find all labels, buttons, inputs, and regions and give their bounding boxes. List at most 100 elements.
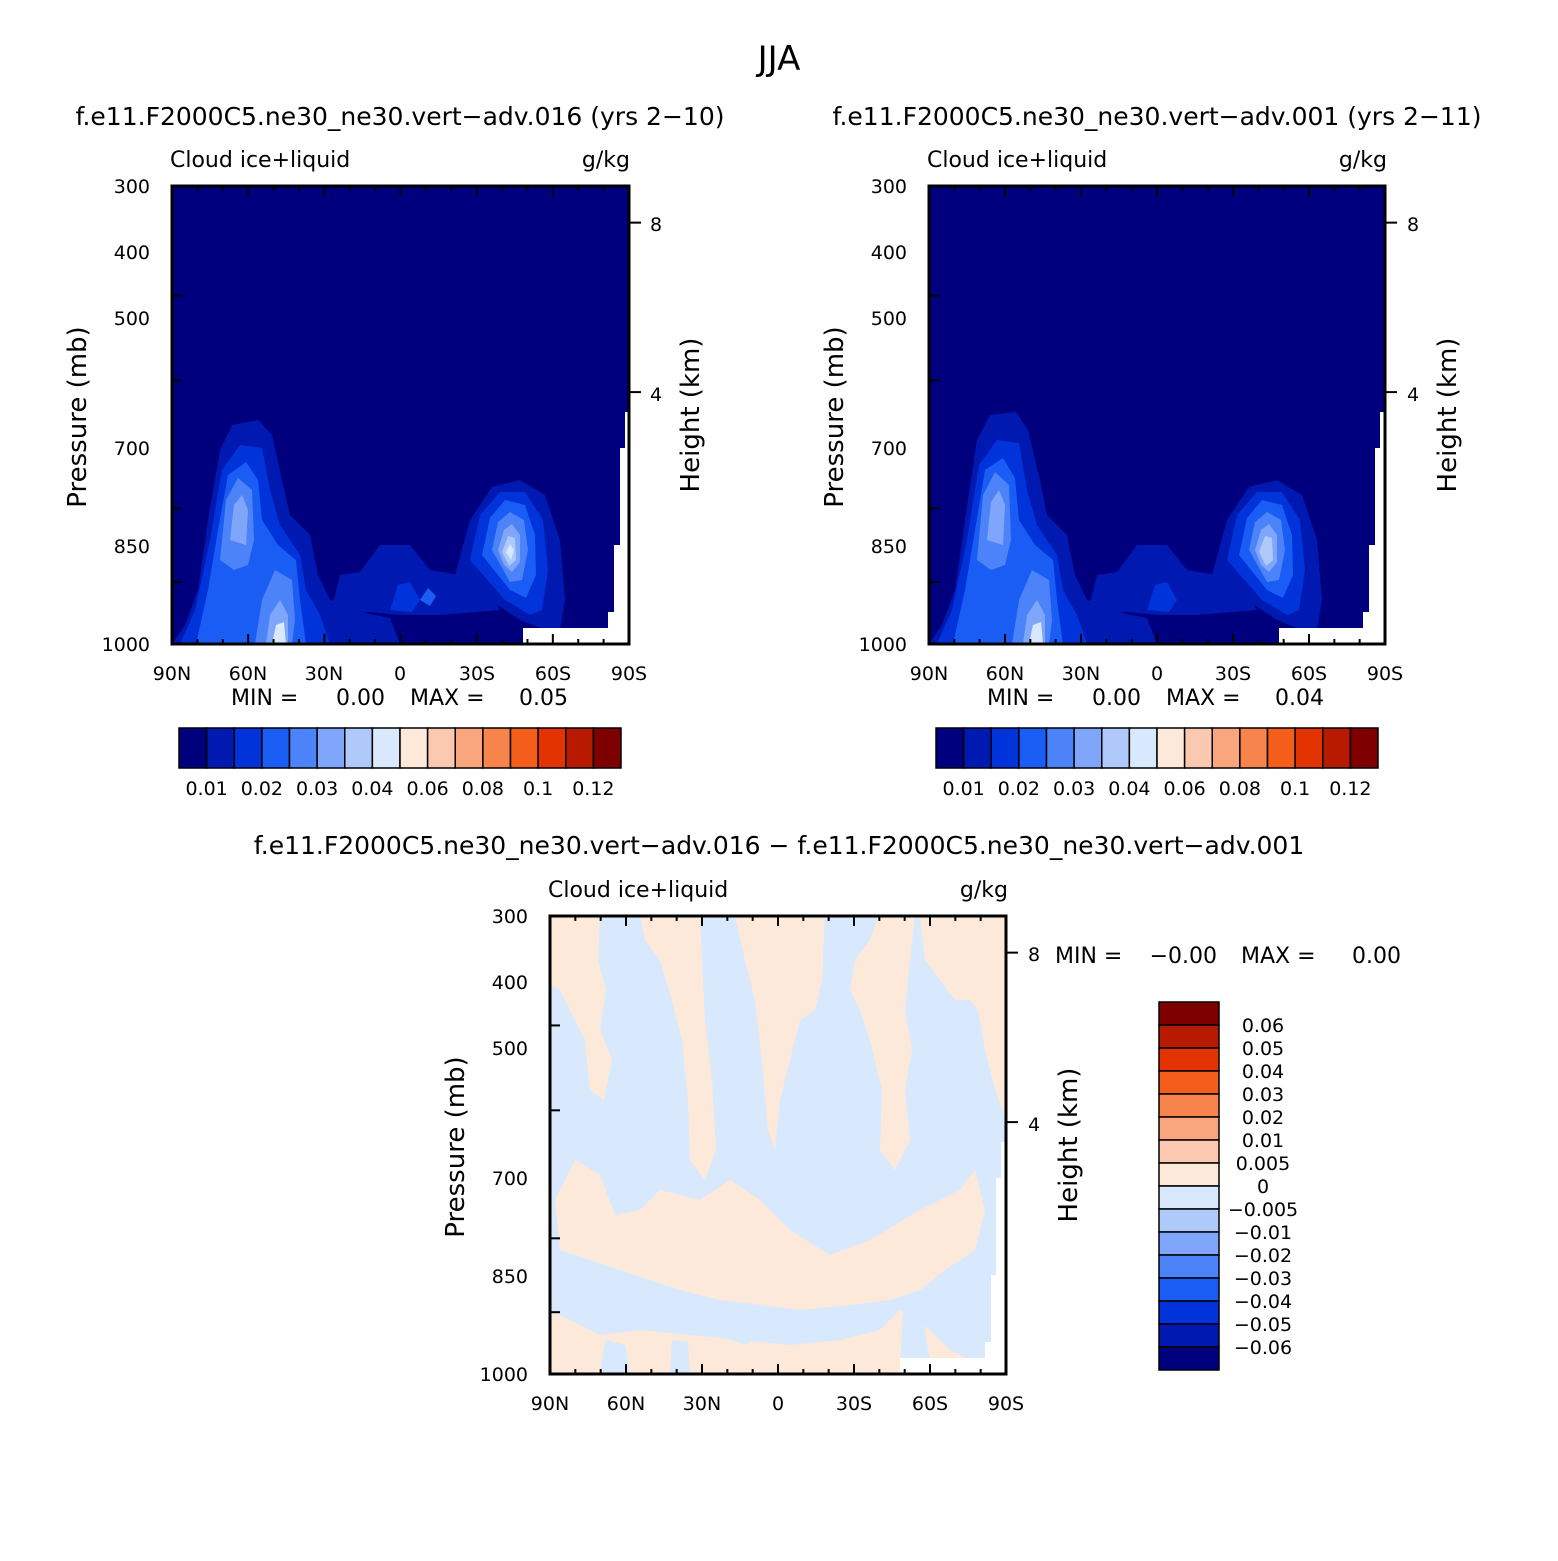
x-tick-label: 60S (1291, 663, 1327, 685)
colorbar-box (399, 727, 429, 769)
max-label: MAX = (1241, 944, 1316, 969)
colorbar-box (288, 727, 318, 769)
colorbar-box (565, 727, 595, 769)
colorbar-box (1322, 727, 1352, 769)
y-tick-label: 1000 (480, 1364, 528, 1386)
panel-c-x-axis: 90N 60N 30N 0 30S 60S 90S (531, 1393, 1024, 1415)
x-tick-label: 90S (1367, 663, 1403, 685)
colorbar-label: 0.03 (1053, 778, 1095, 800)
y-right-axis-label: Height (km) (1054, 1068, 1084, 1223)
colorbar-label: −0.02 (1234, 1245, 1292, 1267)
min-value: 0.00 (336, 686, 385, 711)
colorbar-label: 0.04 (1108, 778, 1150, 800)
axis-ticks (171, 185, 1397, 1375)
max-label: MAX = (1166, 686, 1241, 711)
panel-a: f.e11.F2000C5.ne30_ne30.vert−adv.016 (yr… (63, 102, 724, 800)
colorbar-box (371, 727, 401, 769)
colorbar-label: 0.04 (1242, 1061, 1284, 1083)
colorbar-box (1158, 1116, 1220, 1141)
colorbar-label: −0.06 (1234, 1337, 1292, 1359)
y-tick-label: 300 (871, 176, 907, 198)
colorbar-label: 0.01 (185, 778, 227, 800)
y-tick-label: 850 (871, 536, 907, 558)
panel-b-y-right-axis: 8 4 Height (km) (1407, 214, 1463, 492)
panel-a-minmax: MIN = 0.00 MAX = 0.05 (231, 686, 568, 711)
colorbar-label: −0.005 (1228, 1199, 1298, 1221)
y-tick-label: 400 (114, 242, 150, 264)
panel-a-y-right-axis: 8 4 Height (km) (650, 214, 706, 492)
y-tick-label: 850 (114, 536, 150, 558)
x-tick-label: 60S (912, 1393, 948, 1415)
y-tick-label: 700 (114, 438, 150, 460)
colorbar-box (1266, 727, 1296, 769)
colorbar-box (1239, 727, 1269, 769)
panel-b: f.e11.F2000C5.ne30_ne30.vert−adv.001 (yr… (820, 102, 1481, 800)
colorbar-label: 0.06 (1163, 778, 1205, 800)
panel-c-field (550, 916, 1006, 1374)
y-tick-label: 400 (871, 242, 907, 264)
height-tick-label: 4 (1028, 1114, 1040, 1136)
panel-b-units: g/kg (1339, 148, 1387, 173)
colorbar-label: 0.02 (998, 778, 1040, 800)
x-tick-label: 30S (459, 663, 495, 685)
min-value: 0.00 (1092, 686, 1141, 711)
panel-a-y-axis: 300 400 500 700 850 1000 Pressure (mb) (63, 176, 150, 656)
colorbar-box (962, 727, 992, 769)
panel-b-x-axis: 90N 60N 30N 0 30S 60S 90S (910, 663, 1403, 685)
colorbar-box (261, 727, 291, 769)
colorbar-box (344, 727, 374, 769)
colorbar-label: 0.04 (351, 778, 393, 800)
colorbar-label: 0.12 (572, 778, 614, 800)
colorbar-box (1158, 1093, 1220, 1118)
colorbar-box (1211, 727, 1241, 769)
min-value: −0.00 (1150, 944, 1217, 969)
panel-b-colorbar: 0.01 0.02 0.03 0.04 0.06 0.08 0.1 0.12 (935, 727, 1379, 800)
colorbar-label: 0.1 (1280, 778, 1310, 800)
colorbar-box (1158, 1139, 1220, 1164)
x-tick-label: 30N (1062, 663, 1100, 685)
colorbar-box (1158, 1024, 1220, 1049)
colorbar-box (316, 727, 346, 769)
panel-b-variable: Cloud ice+liquid (927, 148, 1107, 173)
y-tick-label: 400 (492, 972, 528, 994)
colorbar-label: 0.1 (523, 778, 553, 800)
colorbar-box (205, 727, 235, 769)
min-label: MIN = (987, 686, 1054, 711)
colorbar-label: 0.06 (406, 778, 448, 800)
colorbar-box (1158, 1047, 1220, 1072)
colorbar-box (233, 727, 263, 769)
max-label: MAX = (410, 686, 485, 711)
colorbar-label: 0.02 (1242, 1107, 1284, 1129)
colorbar-box (454, 727, 484, 769)
x-tick-label: 60N (607, 1393, 645, 1415)
colorbar-box (1158, 1070, 1220, 1095)
figure-title: JJA (756, 39, 801, 79)
panel-b-case-title: f.e11.F2000C5.ne30_ne30.vert−adv.001 (yr… (833, 102, 1482, 131)
colorbar-label: 0.02 (241, 778, 283, 800)
height-tick-label: 4 (650, 384, 662, 406)
colorbar-box (1158, 1001, 1220, 1026)
panel-a-colorbar: 0.01 0.02 0.03 0.04 0.06 0.08 0.1 0.12 (178, 727, 622, 800)
x-tick-label: 90N (531, 1393, 569, 1415)
panel-b-field (929, 186, 1385, 644)
colorbar-box (1128, 727, 1158, 769)
colorbar-box (1158, 1300, 1220, 1325)
colorbar-box (1158, 1277, 1220, 1302)
y-tick-label: 1000 (102, 634, 150, 656)
colorbar-box (990, 727, 1020, 769)
x-tick-label: 0 (772, 1393, 784, 1415)
x-tick-label: 30N (683, 1393, 721, 1415)
colorbar-label: 0.03 (1242, 1084, 1284, 1106)
colorbar-box (1158, 1346, 1220, 1371)
min-label: MIN = (1055, 944, 1122, 969)
colorbar-box (1158, 1208, 1220, 1233)
colorbar-box (1158, 1162, 1220, 1187)
colorbar-box (1156, 727, 1186, 769)
y-right-axis-label: Height (km) (1433, 338, 1463, 493)
panel-a-units: g/kg (582, 148, 630, 173)
colorbar-label: 0 (1257, 1176, 1269, 1198)
colorbar-box (1158, 1323, 1220, 1348)
panel-c-y-axis: 300 400 500 700 850 1000 Pressure (mb) (441, 906, 528, 1386)
x-tick-label: 0 (394, 663, 406, 685)
colorbar-box (1158, 1254, 1220, 1279)
